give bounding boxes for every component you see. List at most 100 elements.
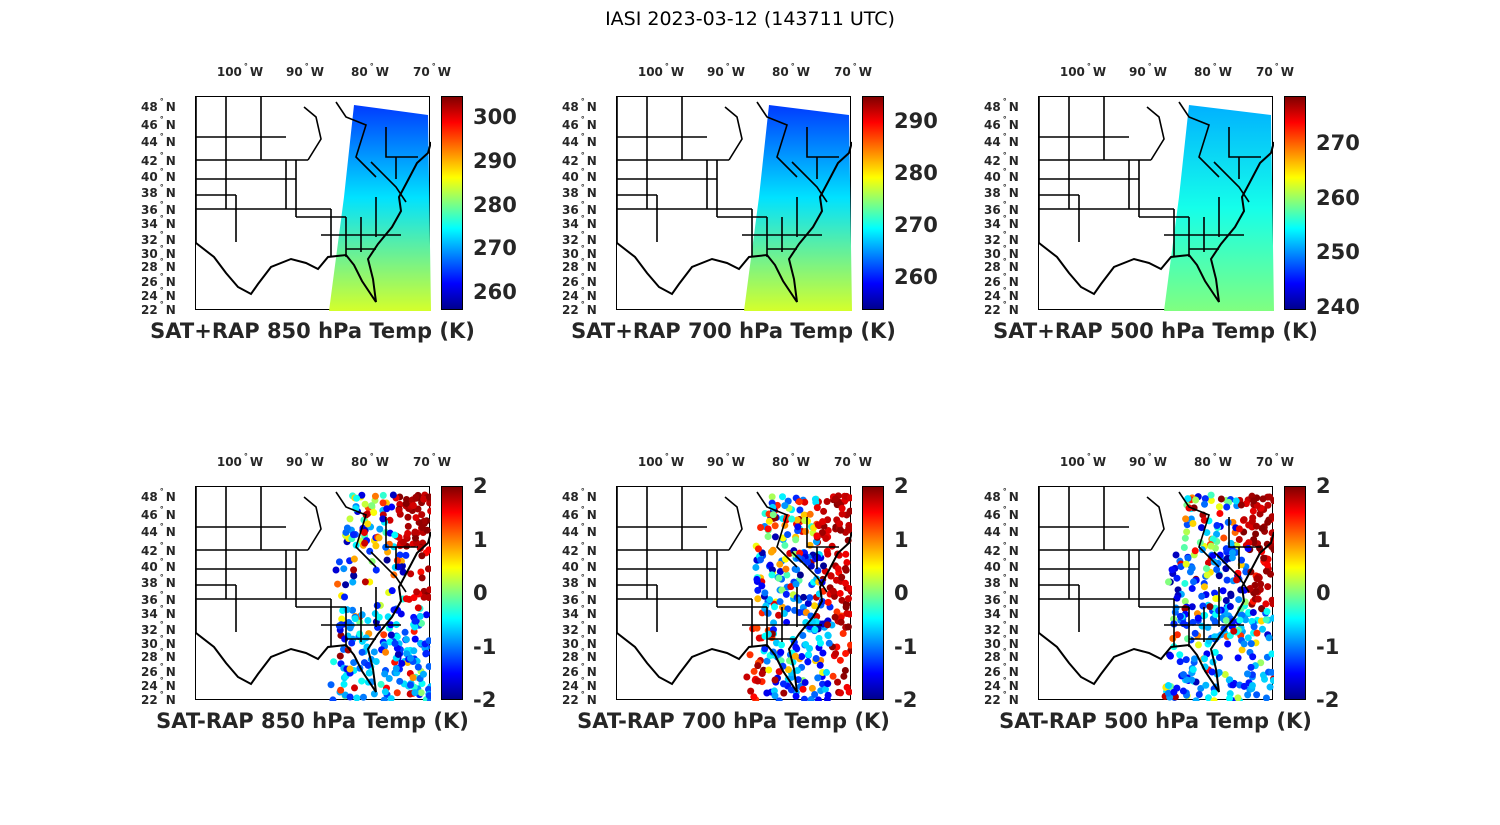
colorbar-tick-label: 260 xyxy=(894,265,938,290)
map-svg xyxy=(617,487,852,701)
difference-point xyxy=(771,676,779,684)
difference-point xyxy=(411,689,419,697)
difference-point xyxy=(368,502,376,510)
lon-tick-label: 90 ° W xyxy=(286,62,324,79)
colorbar-tick-label: 1 xyxy=(1316,527,1331,552)
difference-point xyxy=(1248,617,1256,625)
colorbar-tick-label: 1 xyxy=(894,527,909,552)
difference-point xyxy=(1236,616,1244,624)
difference-point xyxy=(1270,614,1274,622)
difference-point xyxy=(813,504,821,512)
lat-tick-label: 44 ° N xyxy=(562,522,597,539)
difference-point xyxy=(1235,596,1243,604)
difference-point xyxy=(814,554,822,562)
difference-point xyxy=(348,639,356,647)
difference-point xyxy=(1184,554,1192,562)
lat-tick-label: 40 ° N xyxy=(562,167,597,184)
difference-point xyxy=(364,661,372,669)
colorbar-tick-label: 300 xyxy=(473,105,517,129)
difference-point xyxy=(418,619,426,627)
colorbar-tick-label: 270 xyxy=(894,213,938,238)
lat-tick-label: 32 ° N xyxy=(562,230,597,247)
difference-point xyxy=(787,583,795,591)
lat-tick-label: 30 ° N xyxy=(562,244,597,261)
difference-point xyxy=(349,606,357,614)
lat-tick-label: 28 ° N xyxy=(562,257,597,274)
difference-point xyxy=(1222,545,1230,553)
difference-point xyxy=(1247,663,1255,671)
difference-point xyxy=(1203,571,1211,579)
difference-point xyxy=(335,622,343,630)
difference-point xyxy=(757,556,765,564)
lat-tick-label: 38 ° N xyxy=(562,183,597,200)
difference-point xyxy=(416,612,424,620)
difference-point xyxy=(750,667,758,675)
panel-title: SAT-RAP 700 hPa Temp (K) xyxy=(577,709,890,733)
difference-point xyxy=(1215,654,1223,662)
difference-point xyxy=(394,650,402,658)
difference-point xyxy=(754,595,762,603)
difference-point xyxy=(425,493,431,501)
difference-point xyxy=(799,632,807,640)
lat-tick-label: 28 ° N xyxy=(984,647,1019,664)
lon-tick-label: 100 ° W xyxy=(216,62,264,79)
difference-point xyxy=(406,654,414,662)
lat-tick-label: 22 ° N xyxy=(984,690,1019,707)
map-axes xyxy=(195,486,431,701)
difference-point xyxy=(777,648,785,656)
difference-point xyxy=(838,510,846,518)
difference-point xyxy=(1184,495,1192,503)
difference-point xyxy=(332,566,340,574)
difference-point xyxy=(407,570,415,578)
difference-point xyxy=(353,694,361,701)
difference-point xyxy=(1221,670,1229,678)
difference-point xyxy=(418,552,426,560)
difference-point xyxy=(822,534,830,542)
difference-point xyxy=(782,555,790,563)
difference-point xyxy=(1188,585,1196,593)
difference-point xyxy=(1270,497,1274,505)
difference-point xyxy=(1206,603,1214,611)
difference-point xyxy=(410,647,418,655)
difference-point xyxy=(371,492,379,500)
difference-point xyxy=(824,598,832,606)
difference-point xyxy=(805,651,813,659)
difference-point xyxy=(781,541,789,549)
lat-tick-label: 32 ° N xyxy=(141,230,176,247)
difference-point xyxy=(816,639,824,647)
difference-point xyxy=(351,684,359,692)
lat-tick-label: 48 ° N xyxy=(984,97,1019,114)
difference-point xyxy=(1216,510,1224,518)
colorbar-tick-label: -2 xyxy=(894,688,918,712)
lat-tick-label: 42 ° N xyxy=(984,151,1019,168)
lat-tick-label: 22 ° N xyxy=(141,690,176,707)
difference-point xyxy=(353,494,361,502)
difference-point xyxy=(372,566,380,574)
difference-point xyxy=(404,522,412,530)
difference-point xyxy=(1181,534,1189,542)
difference-point xyxy=(410,594,418,602)
colorbar xyxy=(1284,96,1306,310)
lat-tick-label: 44 ° N xyxy=(562,132,597,149)
colorbar-tick-label: 290 xyxy=(894,108,938,133)
panel-title: SAT+RAP 850 hPa Temp (K) xyxy=(150,319,475,343)
difference-point xyxy=(395,507,403,515)
difference-point xyxy=(417,689,425,697)
difference-point xyxy=(841,579,849,587)
difference-point xyxy=(1230,627,1238,635)
colorbar-tick-label: 240 xyxy=(1316,295,1360,320)
difference-point xyxy=(799,685,807,693)
lat-tick-label: 22 ° N xyxy=(984,300,1019,317)
map-panel-5: 100 ° W 90 ° W 80 ° W 70 ° W 48 ° N 46 ° N 44 ° N 42 ° N 40 ° N 38 °… xyxy=(541,445,961,745)
difference-point xyxy=(1169,634,1177,642)
difference-point xyxy=(764,525,772,533)
difference-point xyxy=(1200,583,1208,591)
state-borders xyxy=(617,487,839,647)
difference-point xyxy=(1219,587,1227,595)
lat-tick-label: 34 ° N xyxy=(562,214,597,231)
difference-point xyxy=(404,513,412,521)
difference-point xyxy=(771,522,779,530)
difference-point xyxy=(1252,530,1260,538)
difference-point xyxy=(375,613,383,621)
difference-point xyxy=(1181,579,1189,587)
